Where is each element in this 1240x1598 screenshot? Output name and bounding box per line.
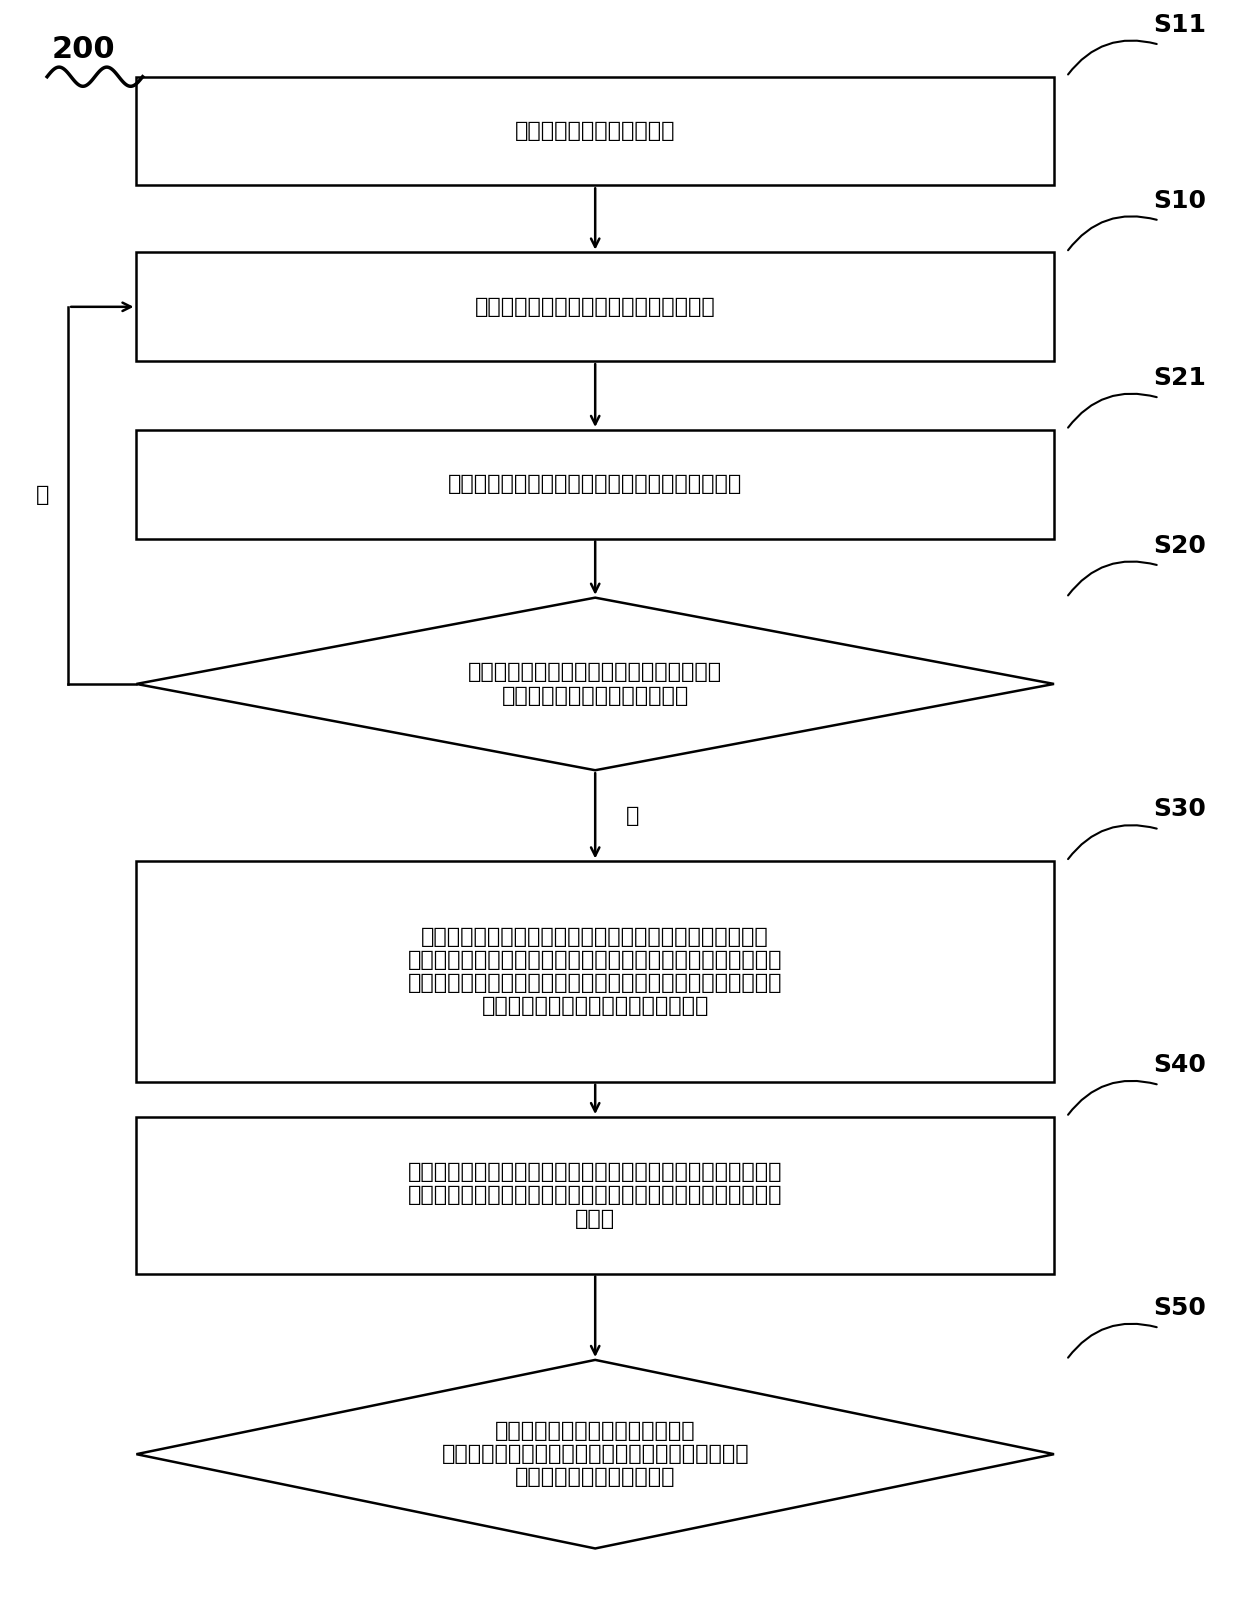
Text: S21: S21 xyxy=(1153,366,1207,390)
Text: 否: 否 xyxy=(36,486,50,505)
Text: 是: 是 xyxy=(626,805,640,826)
Text: S40: S40 xyxy=(1153,1053,1207,1077)
Text: 关闭维护工具与终端设备之间的通信通道: 关闭维护工具与终端设备之间的通信通道 xyxy=(475,297,715,316)
Polygon shape xyxy=(136,598,1054,770)
Polygon shape xyxy=(136,1360,1054,1548)
Text: S20: S20 xyxy=(1153,534,1207,558)
Text: 获取所述维护工具的身份信息，并判断所述
身份信息是否符合维护许可条件: 获取所述维护工具的身份信息，并判断所述 身份信息是否符合维护许可条件 xyxy=(469,662,722,706)
Text: S11: S11 xyxy=(1153,13,1207,37)
Text: S50: S50 xyxy=(1153,1296,1207,1320)
Bar xyxy=(136,1117,1054,1274)
Bar xyxy=(136,252,1054,361)
Text: S30: S30 xyxy=(1153,797,1207,821)
Text: 当所述维护工具处于许可状态时，实时维持所述维护工具的许可
状态，并实时监控所述维护工具的维护行为的记录状态及维护权
限状态: 当所述维护工具处于许可状态时，实时维持所述维护工具的许可 状态，并实时监控所述维… xyxy=(408,1162,782,1229)
Text: 200: 200 xyxy=(52,35,115,64)
Text: S10: S10 xyxy=(1153,189,1207,213)
Text: 根据所述维护许可状态、所述维护
行为的记录状态及所述维护权限状态，实时判断所述
维护工具是否满足管控条件: 根据所述维护许可状态、所述维护 行为的记录状态及所述维护权限状态，实时判断所述 … xyxy=(441,1421,749,1488)
Text: 所述维护工具周期性接收来自于链路层的应用数据: 所述维护工具周期性接收来自于链路层的应用数据 xyxy=(448,475,743,494)
Bar xyxy=(136,430,1054,539)
Bar xyxy=(136,77,1054,185)
Text: 当所述身份信息符合维护许可条件时，将所述维护工具的维
护许可状态置于许可状态；当所述维护工具处于许可状态时，将
所述维护工具的地址数据加入地址白名单，根据所述地: 当所述身份信息符合维护许可条件时，将所述维护工具的维 护许可状态置于许可状态；当… xyxy=(408,927,782,1016)
Text: 初始化维护工具的应用数据: 初始化维护工具的应用数据 xyxy=(515,121,676,141)
Bar xyxy=(136,861,1054,1082)
